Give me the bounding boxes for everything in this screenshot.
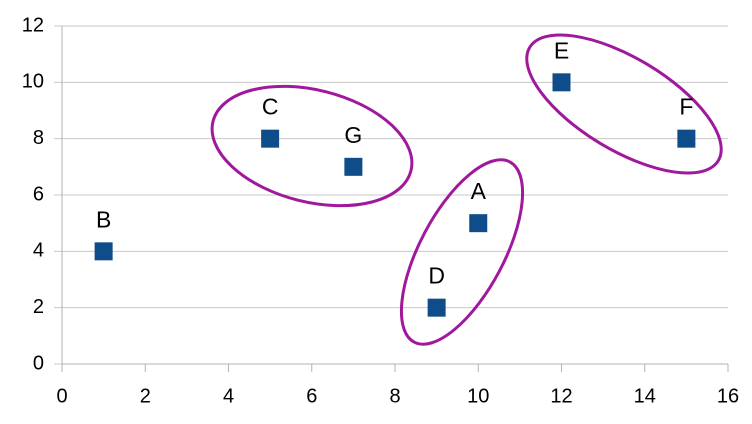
y-tick-label: 2 [33, 296, 44, 318]
point [261, 129, 280, 148]
y-tick-label: 6 [33, 183, 44, 205]
point-label: D [428, 263, 445, 289]
point [469, 214, 488, 233]
x-tick-label: 10 [467, 385, 489, 407]
y-tick-label: 12 [22, 14, 44, 36]
point [94, 242, 113, 261]
x-tick-label: 16 [717, 385, 739, 407]
x-tick-label: 4 [223, 385, 234, 407]
y-tick-label: 4 [33, 240, 44, 262]
cluster-ring [399, 158, 525, 346]
y-tick-label: 0 [33, 352, 44, 374]
point [677, 129, 696, 148]
cluster-ring [210, 84, 414, 208]
y-tick-label: 10 [22, 71, 44, 93]
point [344, 157, 363, 176]
x-tick-label: 12 [550, 385, 572, 407]
point-label: C [262, 94, 279, 120]
x-tick-label: 8 [389, 385, 400, 407]
x-tick-label: 14 [634, 385, 656, 407]
cluster-rings [210, 33, 723, 346]
x-tick-label: 0 [56, 385, 67, 407]
y-tick-label: 8 [33, 127, 44, 149]
x-tick-label: 6 [306, 385, 317, 407]
point-label: F [679, 94, 693, 120]
point-label: B [96, 206, 111, 232]
point-label: A [471, 178, 487, 204]
point-label: G [344, 122, 362, 148]
point [552, 73, 571, 92]
point [427, 298, 446, 317]
x-tick-label: 2 [140, 385, 151, 407]
cluster-ring [525, 33, 723, 175]
point-label: E [554, 37, 569, 63]
